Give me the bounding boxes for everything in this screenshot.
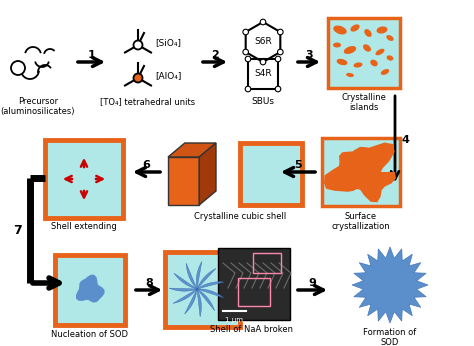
Bar [165, 252, 240, 327]
Ellipse shape [375, 49, 384, 55]
Bar [248, 59, 278, 89]
Polygon shape [168, 157, 199, 205]
Text: Shell extending: Shell extending [51, 222, 117, 231]
Ellipse shape [344, 46, 356, 54]
Circle shape [245, 86, 251, 92]
Polygon shape [186, 263, 197, 289]
Polygon shape [169, 288, 197, 291]
Polygon shape [173, 289, 197, 303]
Polygon shape [197, 289, 201, 317]
Circle shape [243, 29, 248, 35]
Polygon shape [174, 273, 197, 289]
Polygon shape [196, 262, 202, 289]
Polygon shape [197, 282, 224, 289]
Circle shape [134, 73, 143, 82]
Bar [240, 143, 302, 205]
Circle shape [260, 59, 266, 65]
Polygon shape [76, 275, 105, 303]
Polygon shape [352, 247, 428, 323]
Text: 6: 6 [142, 160, 150, 170]
Circle shape [134, 40, 143, 49]
Polygon shape [197, 289, 224, 298]
Text: Crystalline
islands: Crystalline islands [342, 93, 386, 112]
Bar [45, 140, 123, 218]
Ellipse shape [337, 59, 347, 65]
Circle shape [275, 86, 281, 92]
Text: S4R: S4R [254, 70, 272, 79]
Ellipse shape [376, 26, 387, 34]
Text: 3: 3 [305, 50, 313, 60]
Polygon shape [197, 289, 215, 311]
Ellipse shape [386, 35, 394, 41]
Bar [55, 255, 125, 325]
Text: 7: 7 [14, 224, 22, 237]
Polygon shape [184, 289, 197, 314]
Text: SBUs: SBUs [252, 97, 274, 106]
Bar [328, 18, 400, 88]
Ellipse shape [370, 60, 378, 66]
Text: 1: 1 [88, 50, 96, 60]
Ellipse shape [381, 69, 389, 75]
Text: S6R: S6R [254, 37, 272, 46]
Text: 8: 8 [145, 278, 153, 288]
Circle shape [245, 56, 251, 62]
Ellipse shape [346, 73, 354, 77]
Text: 4: 4 [401, 135, 409, 145]
Text: 1 μm: 1 μm [225, 317, 243, 323]
Text: [TO₄] tetrahedral units: [TO₄] tetrahedral units [100, 97, 196, 106]
Text: Nucleation of SOD: Nucleation of SOD [52, 330, 128, 339]
Ellipse shape [365, 29, 372, 37]
Circle shape [277, 49, 283, 55]
Bar [238, 278, 270, 306]
Ellipse shape [350, 25, 360, 31]
Ellipse shape [387, 55, 393, 61]
Polygon shape [199, 143, 216, 205]
Polygon shape [168, 143, 216, 157]
Ellipse shape [363, 44, 371, 52]
Ellipse shape [354, 62, 363, 67]
Text: 9: 9 [308, 278, 316, 288]
Polygon shape [324, 143, 396, 202]
Bar [253, 253, 281, 273]
Text: 2: 2 [211, 50, 219, 60]
Text: Surface
crystallization: Surface crystallization [332, 212, 390, 231]
Circle shape [275, 56, 281, 62]
Text: Precursor
(aluminosilicates): Precursor (aluminosilicates) [1, 97, 75, 116]
Text: 5: 5 [294, 160, 302, 170]
Circle shape [260, 19, 266, 25]
Text: Shell of NaA broken: Shell of NaA broken [210, 325, 293, 334]
Bar [218, 248, 290, 320]
Text: [AlO₄]: [AlO₄] [155, 72, 182, 81]
Ellipse shape [333, 26, 346, 35]
Polygon shape [197, 268, 216, 289]
Bar [322, 138, 400, 206]
Circle shape [243, 49, 248, 55]
Circle shape [277, 29, 283, 35]
Text: [SiO₄]: [SiO₄] [155, 38, 181, 47]
Text: Crystalline cubic shell: Crystalline cubic shell [194, 212, 286, 221]
Text: Formation of
SOD: Formation of SOD [364, 328, 417, 346]
Ellipse shape [333, 43, 341, 47]
